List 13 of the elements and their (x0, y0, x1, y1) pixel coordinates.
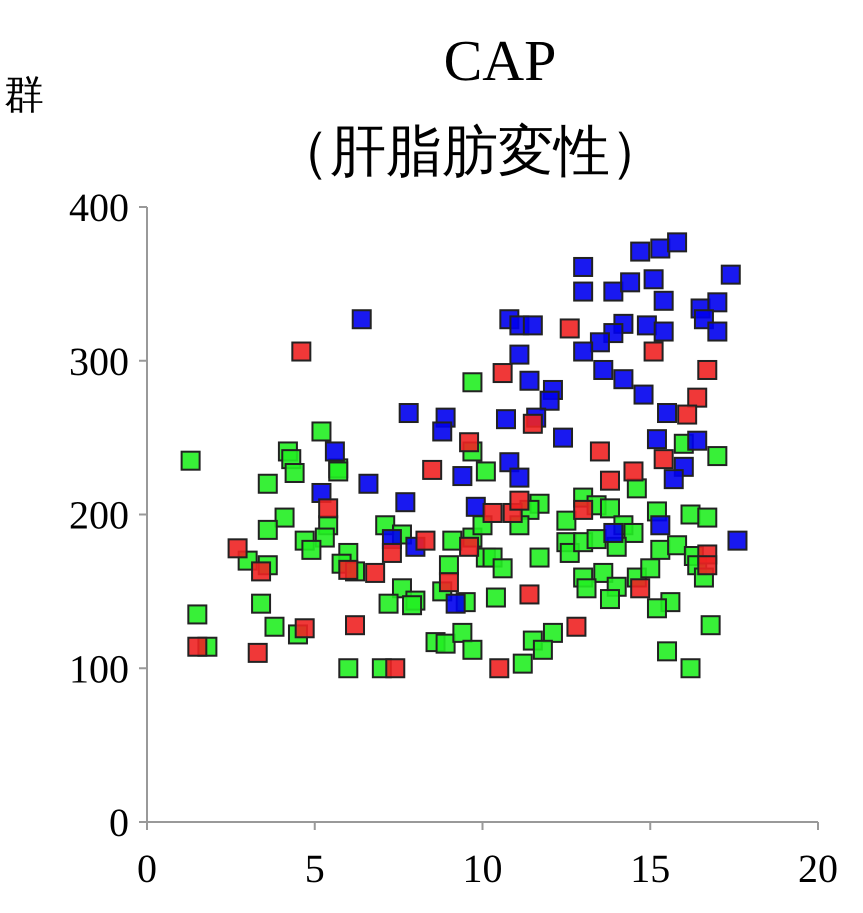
x-tick-label: 15 (630, 846, 670, 891)
y-tick-label: 0 (109, 800, 129, 845)
x-tick-label: 10 (462, 846, 502, 891)
y-tick-label: 100 (69, 646, 129, 692)
x-tick-label: 20 (798, 846, 838, 891)
chart-subtitle: （肝脂肪変性） (274, 119, 666, 184)
y-tick-label: 300 (69, 338, 129, 384)
y-tick-label: 400 (69, 185, 129, 230)
y-tick-label: 200 (69, 492, 129, 538)
chart-title: CAP (444, 28, 556, 93)
x-tick-label: 5 (304, 846, 325, 891)
x-tick-label: 0 (137, 846, 157, 891)
text: 群 (4, 72, 44, 118)
